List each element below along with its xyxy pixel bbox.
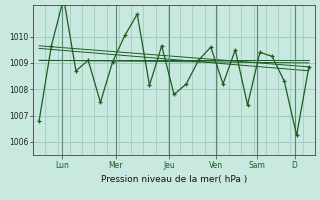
X-axis label: Pression niveau de la mer( hPa ): Pression niveau de la mer( hPa ) [101, 175, 247, 184]
